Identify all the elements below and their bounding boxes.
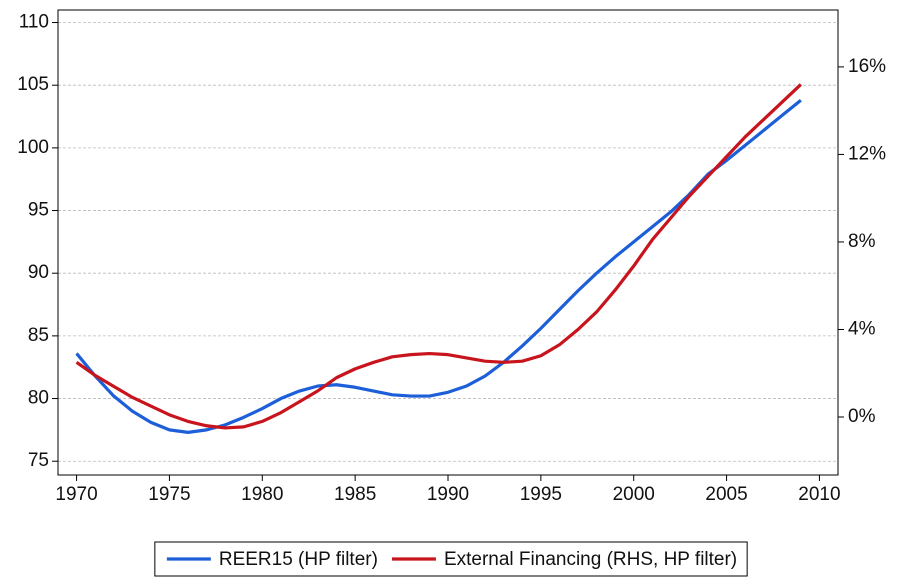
x-tick-label: 1995 [520, 484, 562, 505]
y2-tick-label: 0% [848, 406, 876, 427]
legend-label: External Financing (RHS, HP filter) [444, 549, 737, 570]
y-tick-label: 85 [28, 325, 49, 346]
x-tick-label: 1980 [241, 484, 283, 505]
y-tick-label: 100 [17, 137, 49, 158]
y2-tick-label: 8% [848, 231, 876, 252]
x-tick-label: 1970 [55, 484, 97, 505]
plot-frame [57, 9, 839, 476]
x-tick-label: 2010 [798, 484, 840, 505]
y-tick-label: 80 [28, 388, 49, 409]
x-tick-label: 1990 [427, 484, 469, 505]
y2-tick-label: 4% [848, 318, 876, 339]
y2-tick-label: 12% [848, 143, 886, 164]
y-tick-label: 75 [28, 450, 49, 471]
x-tick-label: 1985 [334, 484, 376, 505]
y-tick-label: 90 [28, 262, 49, 283]
x-tick-label: 1975 [148, 484, 190, 505]
y-tick-label: 105 [17, 74, 49, 95]
legend-box [154, 541, 748, 577]
legend-label: REER15 (HP filter) [219, 549, 378, 570]
line-series [75, 83, 802, 430]
y2-tick-label: 16% [848, 56, 886, 77]
line-series [75, 98, 802, 434]
x-tick-label: 2000 [613, 484, 655, 505]
y-tick-label: 95 [28, 200, 49, 221]
x-tick-label: 2005 [705, 484, 747, 505]
y-tick-label: 110 [19, 12, 49, 33]
